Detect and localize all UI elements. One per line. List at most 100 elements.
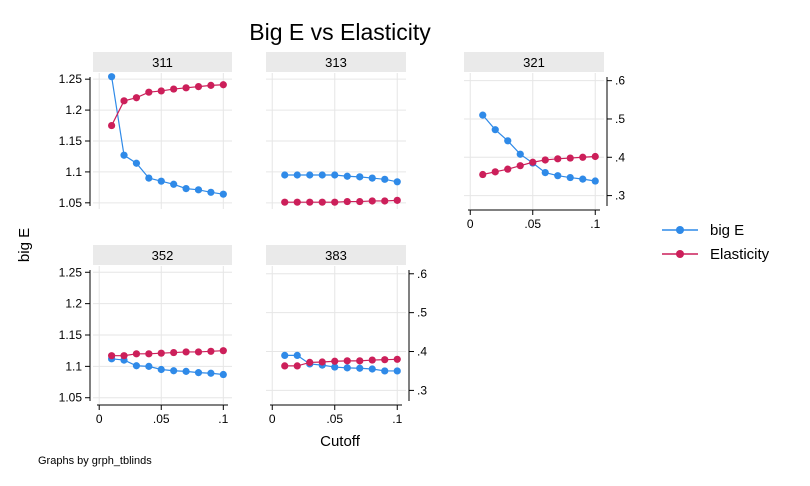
panel-313-big-e-point — [318, 171, 326, 179]
panel-311-big-e-point — [194, 186, 203, 194]
panel-383-big-e-point — [393, 367, 401, 375]
panel-311-big-e-point — [182, 185, 190, 193]
panel-313-elasticity-point — [293, 198, 301, 206]
panel-311-elasticity-point — [182, 84, 190, 92]
panel-383-elasticity-point — [393, 355, 401, 363]
panel-383-y2-tick-label-1: .4 — [417, 345, 427, 359]
chart-title: Big E vs Elasticity — [249, 19, 431, 45]
panel-313-strip — [266, 52, 406, 72]
panel-321-elasticity-point — [479, 170, 487, 179]
panel-352-big-e-point — [170, 367, 178, 375]
panel-383: 383 .3 .4 .5 .6 0 .05 .1 — [266, 245, 427, 426]
panel-383-big-e-point — [356, 364, 364, 372]
panel-321-big-e-point — [504, 137, 512, 145]
panel-383-y2-tick-label-0: .3 — [417, 383, 427, 397]
panel-321-strip-label: 321 — [523, 55, 545, 70]
panel-311-y-tick-label-3: 1.2 — [65, 103, 82, 117]
panel-352-y-tick-label-2: 1.15 — [59, 328, 83, 342]
graphs-by-note: Graphs by grph_tblinds — [38, 455, 152, 467]
panel-313-big-e-point — [306, 171, 314, 179]
panel-321-y2-tick-label-3: .6 — [615, 74, 625, 88]
panel-313-elasticity-point — [393, 196, 401, 204]
panel-321-elasticity-line — [482, 155, 596, 176]
panel-352-x-tick-label-0: 0 — [96, 412, 103, 426]
panel-313-elasticity-point — [381, 197, 389, 205]
panel-321-elasticity-point — [491, 168, 499, 176]
panel-311-big-e-point — [132, 159, 141, 167]
panel-383-elasticity-point — [306, 358, 314, 367]
panel-383-strip — [266, 245, 406, 265]
panel-352-elasticity-point — [132, 350, 141, 358]
panel-311-big-e-point — [108, 73, 116, 81]
panel-313-elasticity-point — [356, 197, 364, 206]
panel-311-elasticity-point — [132, 94, 141, 102]
panel-311-elasticity-point — [170, 85, 178, 93]
panel-313-big-e-point — [281, 171, 289, 179]
y-axis-title: big E — [16, 228, 33, 262]
panel-352-elasticity-point — [170, 348, 178, 357]
panel-313-elasticity-line — [284, 199, 398, 203]
panel-352-big-e-point — [132, 362, 141, 370]
panel-383-elasticity-point — [293, 362, 301, 370]
panel-311-elasticity-point — [145, 88, 153, 96]
panel-352-elasticity-point — [145, 350, 153, 358]
panel-352-strip-label: 352 — [152, 248, 174, 263]
panel-321-x-tick-label-2: .1 — [590, 217, 600, 231]
panel-313-elasticity-point — [343, 197, 351, 206]
panel-321-big-e-line — [482, 114, 596, 182]
panel-352-strip — [93, 245, 232, 265]
panel-352-elasticity-point — [182, 348, 190, 356]
panel-321-big-e-point — [541, 169, 549, 177]
legend: big E Elasticity — [662, 222, 770, 263]
panel-321-elasticity-point — [566, 154, 574, 162]
panel-311-big-e-point — [157, 177, 165, 185]
panel-352-y-tick-label-0: 1.05 — [59, 391, 83, 405]
panel-383-strip-label: 383 — [325, 248, 347, 263]
panel-313-elasticity-point — [281, 198, 289, 206]
panel-383-big-e-point — [368, 365, 376, 373]
x-axis-title: Cutoff — [320, 433, 361, 450]
panel-352-x-tick-label-2: .1 — [218, 412, 228, 426]
panel-352-big-e-point — [157, 365, 165, 374]
panel-313-big-e-point — [368, 174, 376, 182]
panel-321-elasticity-point — [529, 158, 537, 166]
panel-311-strip — [93, 52, 232, 72]
panel-311-big-e-line — [111, 76, 224, 195]
panel-311-y-tick-label-2: 1.15 — [59, 134, 83, 148]
panel-321-elasticity-point — [541, 156, 549, 164]
panel-313-elasticity-point — [368, 197, 376, 205]
panel-313-elasticity-point — [306, 198, 314, 206]
panel-383-big-e-line — [284, 354, 398, 372]
panel-352-big-e-point — [207, 369, 215, 377]
panel-311-elasticity-point — [194, 83, 203, 91]
panel-383-y2-tick-label-3: .6 — [417, 267, 427, 281]
panel-313-big-e-point — [356, 173, 364, 181]
panel-383-big-e-point — [331, 363, 339, 371]
panel-383-elasticity-point — [356, 357, 364, 365]
panel-383-elasticity-point — [318, 358, 326, 366]
panel-321-big-e-point — [579, 175, 587, 183]
panel-321-big-e-point — [516, 150, 524, 158]
panel-383-big-e-point — [343, 364, 351, 372]
panel-311: 311 1.05 1.1 1.15 1.2 1.25 — [59, 52, 232, 210]
panel-352-elasticity-point — [157, 349, 165, 357]
panels: 311 1.05 1.1 1.15 1.2 1.25 313 321 .3 .4 .5 .6 0 .05.… — [59, 52, 625, 426]
panel-352-big-e-line — [111, 358, 224, 376]
panel-352-elasticity-point — [207, 347, 215, 355]
panel-313-big-e-point — [293, 171, 301, 179]
panel-352-big-e-point — [194, 369, 203, 377]
panel-311-elasticity-point — [108, 121, 116, 130]
panel-383-big-e-point — [293, 351, 301, 360]
panel-311-y-tick-label-0: 1.05 — [59, 196, 83, 210]
panel-321-big-e-point — [591, 177, 599, 185]
panel-313-big-e-point — [393, 178, 401, 186]
legend-label-big-e: big E — [710, 222, 744, 239]
panel-313-strip-label: 313 — [325, 55, 347, 70]
panel-352-elasticity-line — [111, 350, 224, 357]
panel-311-big-e-point — [219, 190, 227, 198]
panel-352-x-tick-label-1: .05 — [153, 412, 170, 426]
panel-311-big-e-point — [207, 188, 215, 196]
panel-352-y-tick-label-1: 1.1 — [65, 359, 82, 373]
panel-321-y2-tick-label-1: .4 — [615, 150, 625, 164]
